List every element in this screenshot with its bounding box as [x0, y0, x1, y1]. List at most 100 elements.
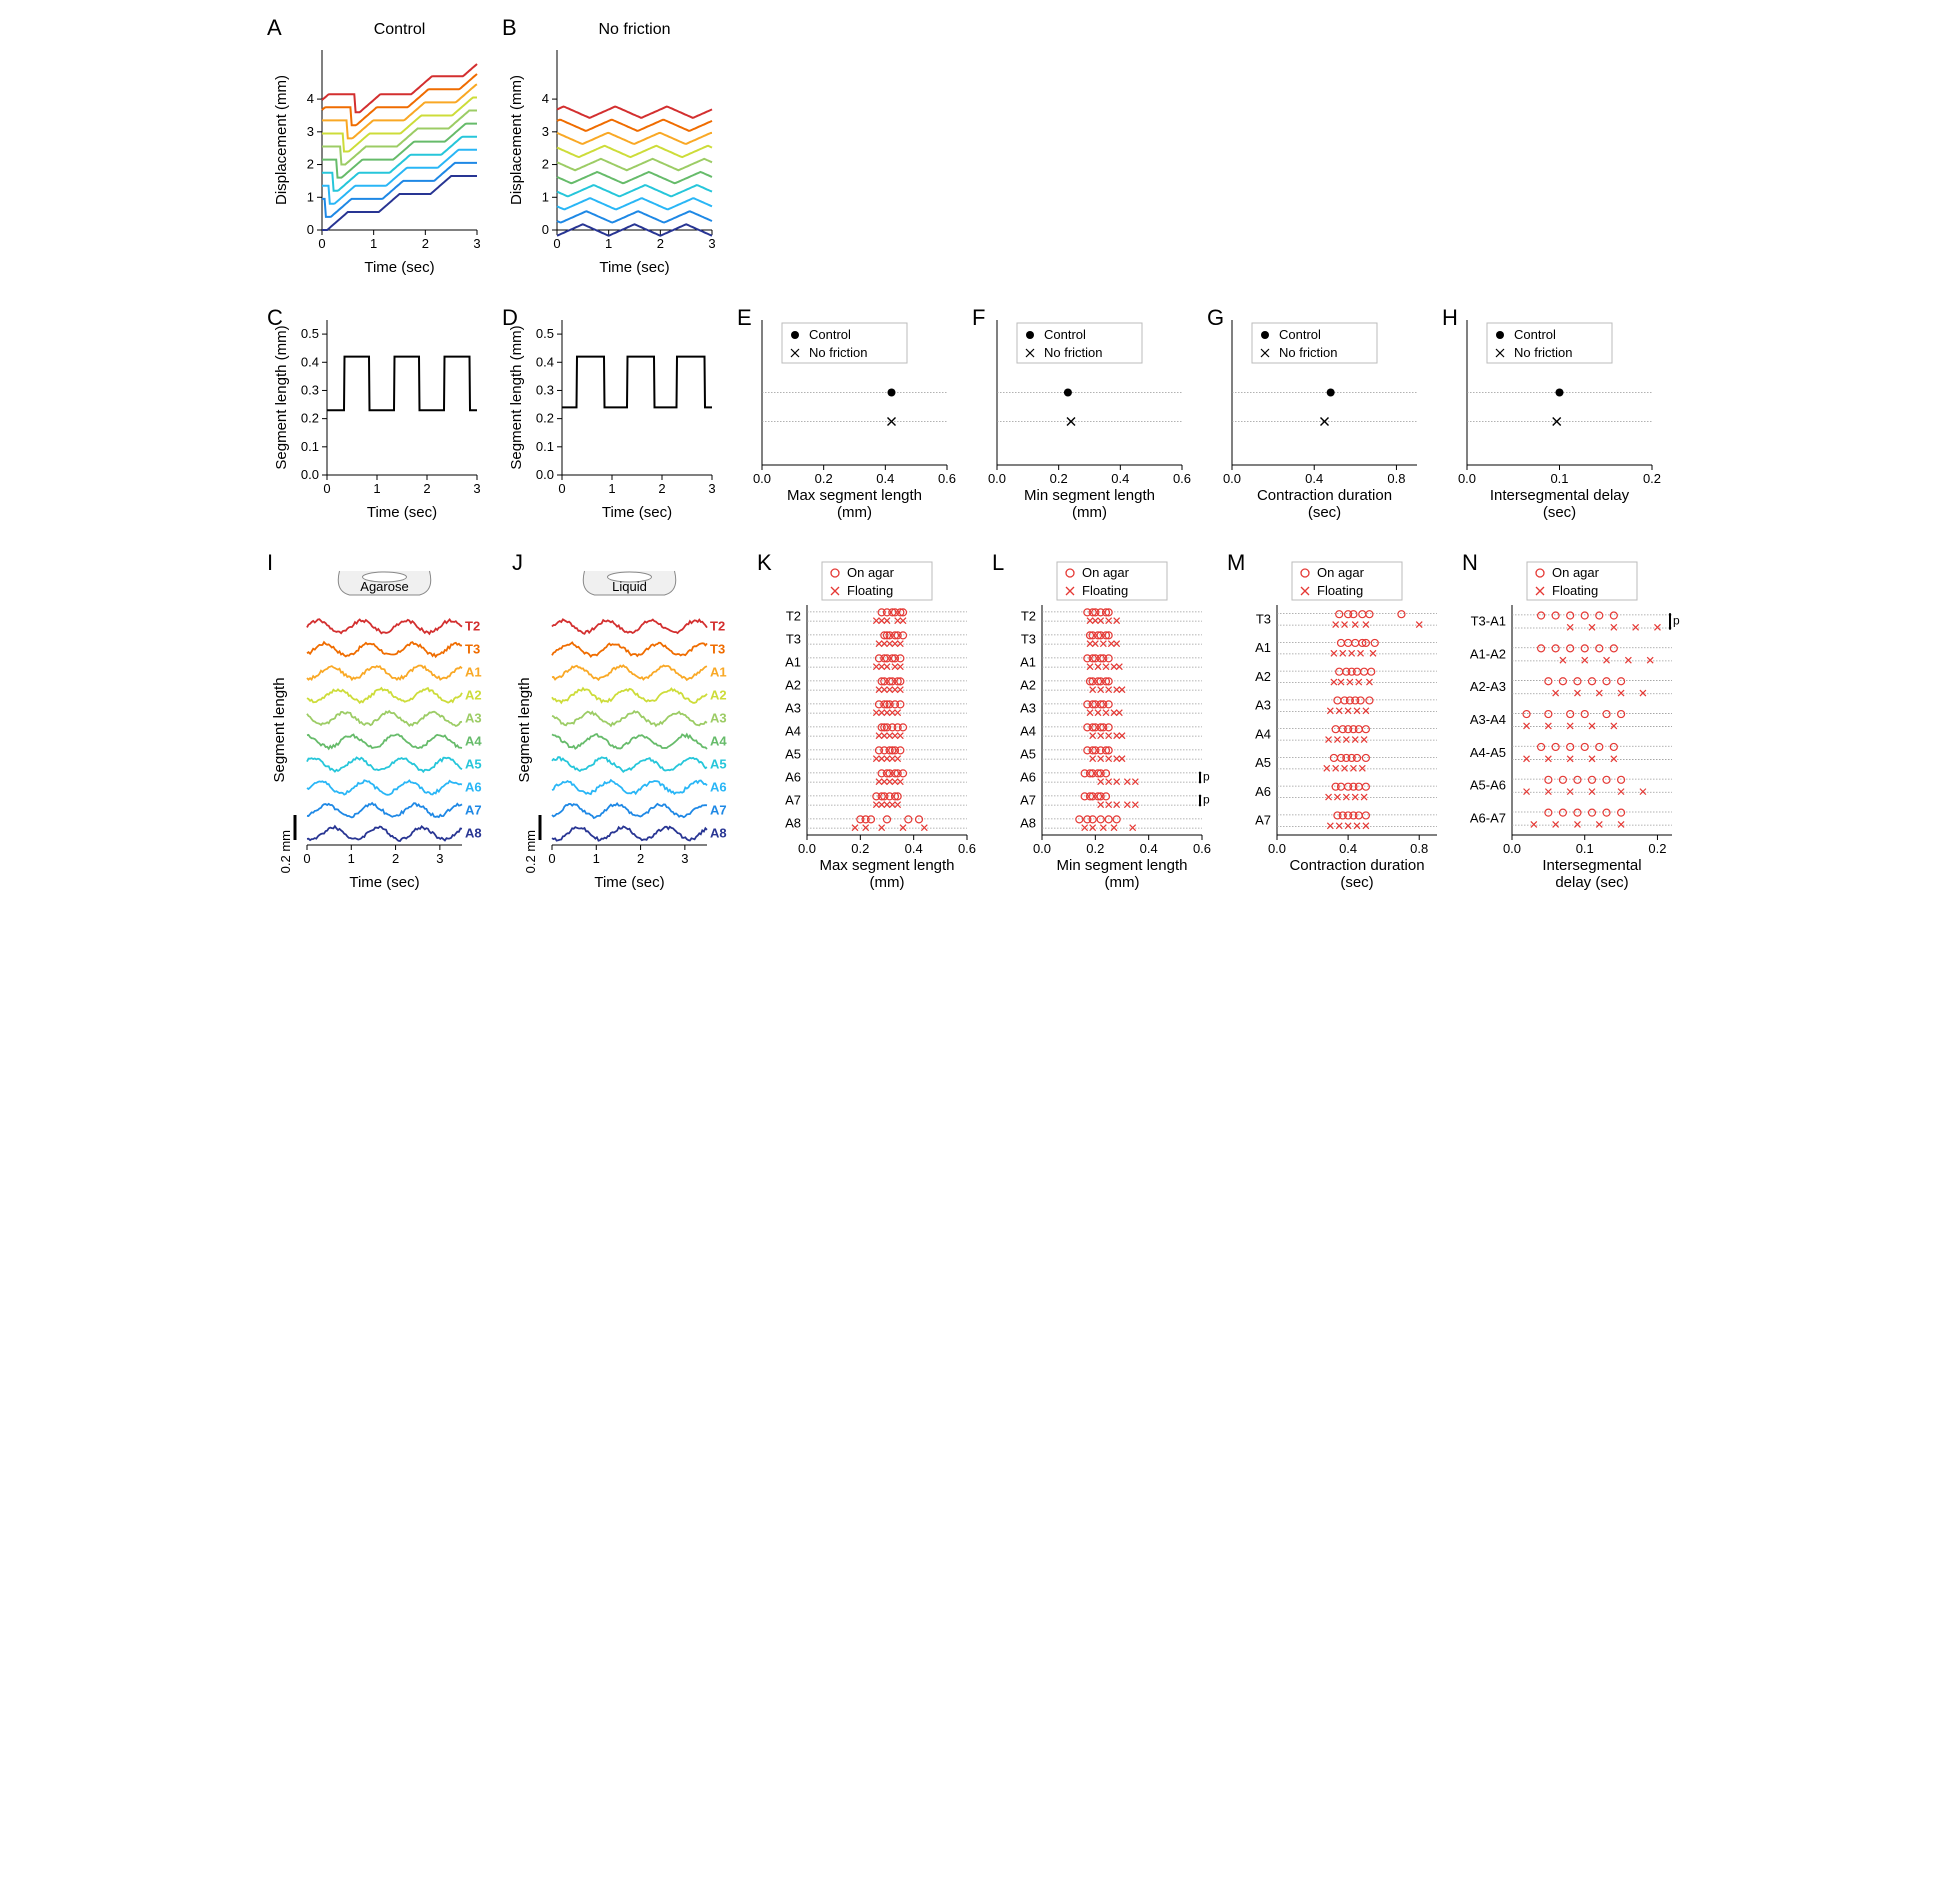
svg-text:0.4: 0.4: [1140, 841, 1158, 856]
svg-text:0.2: 0.2: [1648, 841, 1666, 856]
svg-text:0.6: 0.6: [938, 471, 956, 486]
svg-text:0.4: 0.4: [905, 841, 923, 856]
svg-text:0.3: 0.3: [301, 382, 319, 397]
svg-text:No friction: No friction: [1279, 345, 1338, 360]
svg-text:Time (sec): Time (sec): [602, 504, 672, 521]
svg-text:A3: A3: [1255, 698, 1271, 713]
svg-text:T2: T2: [465, 619, 480, 634]
svg-text:3: 3: [542, 124, 549, 139]
svg-text:A3: A3: [1020, 701, 1036, 716]
svg-text:A3: A3: [785, 701, 801, 716]
svg-text:T2: T2: [1021, 609, 1036, 624]
svg-text:A5: A5: [1255, 755, 1271, 770]
svg-text:A4-A5: A4-A5: [1470, 745, 1506, 760]
svg-text:A3: A3: [710, 711, 727, 726]
svg-text:1: 1: [542, 189, 549, 204]
panel-h: H0.00.10.2Intersegmental delay(sec)Contr…: [1447, 310, 1662, 525]
svg-text:A1: A1: [465, 665, 482, 680]
svg-text:A8: A8: [465, 826, 482, 841]
panel-b: BNo friction012301234Time (sec)Displacem…: [507, 20, 722, 280]
svg-text:4: 4: [307, 91, 314, 106]
svg-text:(mm): (mm): [1105, 874, 1140, 891]
svg-text:0.4: 0.4: [301, 354, 319, 369]
svg-text:p = 0.00005: p = 0.00005: [1203, 770, 1212, 784]
svg-text:0.5: 0.5: [536, 326, 554, 341]
svg-text:0: 0: [303, 851, 310, 866]
svg-text:1: 1: [605, 236, 612, 251]
svg-text:Max segment length: Max segment length: [787, 487, 922, 504]
svg-text:Agarose: Agarose: [360, 579, 408, 594]
svg-text:0.0: 0.0: [1268, 841, 1286, 856]
svg-text:On agar: On agar: [1082, 565, 1130, 580]
row-1: AControl012301234Time (sec)Displacement …: [272, 20, 1672, 280]
figure-container: AControl012301234Time (sec)Displacement …: [272, 20, 1672, 895]
svg-text:A6: A6: [785, 770, 801, 785]
svg-text:Segment length: Segment length: [272, 677, 288, 782]
svg-text:A4: A4: [465, 734, 482, 749]
svg-text:Displacement (mm): Displacement (mm): [508, 75, 525, 205]
svg-text:(sec): (sec): [1340, 874, 1373, 891]
svg-text:Time (sec): Time (sec): [349, 874, 419, 891]
svg-text:Floating: Floating: [1317, 583, 1363, 598]
svg-text:Segment length (mm): Segment length (mm): [508, 325, 525, 469]
svg-text:0.4: 0.4: [876, 471, 894, 486]
svg-text:Displacement (mm): Displacement (mm): [273, 75, 290, 205]
svg-text:p = 0.0085: p = 0.0085: [1673, 613, 1682, 627]
svg-text:Floating: Floating: [847, 583, 893, 598]
svg-text:0.0: 0.0: [798, 841, 816, 856]
svg-text:0.6: 0.6: [958, 841, 976, 856]
svg-text:delay (sec): delay (sec): [1555, 874, 1628, 891]
svg-text:0.2: 0.2: [1643, 471, 1661, 486]
svg-text:Contraction duration: Contraction duration: [1289, 857, 1424, 874]
svg-text:2: 2: [422, 236, 429, 251]
svg-text:0.1: 0.1: [1576, 841, 1594, 856]
panel-f: F0.00.20.40.6Min segment length(mm)Contr…: [977, 310, 1192, 525]
svg-text:0.1: 0.1: [1550, 471, 1568, 486]
svg-text:Control: Control: [809, 327, 851, 342]
svg-text:T3: T3: [465, 642, 480, 657]
svg-text:A4: A4: [1255, 726, 1271, 741]
svg-text:(mm): (mm): [870, 874, 905, 891]
svg-text:A6: A6: [465, 780, 482, 795]
svg-text:1: 1: [370, 236, 377, 251]
svg-text:A5: A5: [1020, 747, 1036, 762]
svg-text:3: 3: [473, 236, 480, 251]
svg-text:A8: A8: [710, 826, 727, 841]
svg-text:A8: A8: [1020, 816, 1036, 831]
svg-text:A7: A7: [1020, 793, 1036, 808]
svg-text:0.2: 0.2: [536, 411, 554, 426]
svg-text:1: 1: [348, 851, 355, 866]
svg-text:A1: A1: [710, 665, 727, 680]
svg-text:2: 2: [423, 481, 430, 496]
panel-i: IAgarose0123Time (sec)Segment length0.2 …: [272, 555, 497, 895]
svg-text:Min segment length: Min segment length: [1024, 487, 1155, 504]
svg-text:0.0: 0.0: [753, 471, 771, 486]
svg-text:Intersegmental delay: Intersegmental delay: [1490, 487, 1630, 504]
svg-text:Time (sec): Time (sec): [594, 874, 664, 891]
svg-text:No friction: No friction: [809, 345, 868, 360]
svg-text:A2: A2: [785, 678, 801, 693]
svg-text:A6-A7: A6-A7: [1470, 811, 1506, 826]
svg-text:A4: A4: [710, 734, 727, 749]
svg-text:1: 1: [373, 481, 380, 496]
svg-text:0.6: 0.6: [1173, 471, 1191, 486]
svg-text:A3-A4: A3-A4: [1470, 712, 1506, 727]
svg-text:A2: A2: [465, 688, 482, 703]
panel-k: K0.00.20.40.6Max segment length(mm)On ag…: [762, 555, 977, 895]
svg-text:(mm): (mm): [1072, 504, 1107, 521]
svg-text:0.1: 0.1: [301, 439, 319, 454]
svg-text:On agar: On agar: [1552, 565, 1600, 580]
svg-text:0: 0: [542, 222, 549, 237]
svg-text:T3: T3: [786, 632, 801, 647]
svg-text:A2: A2: [1255, 669, 1271, 684]
svg-text:0.8: 0.8: [1387, 471, 1405, 486]
svg-text:2: 2: [307, 157, 314, 172]
svg-text:(sec): (sec): [1308, 504, 1341, 521]
svg-text:2: 2: [392, 851, 399, 866]
panel-n: N0.00.10.2Intersegmentaldelay (sec)On ag…: [1467, 555, 1682, 895]
svg-text:3: 3: [708, 236, 715, 251]
row-2: C01230.00.10.20.30.40.5Time (sec)Segment…: [272, 310, 1672, 525]
svg-text:3: 3: [708, 481, 715, 496]
svg-text:3: 3: [473, 481, 480, 496]
svg-text:T2: T2: [710, 619, 725, 634]
